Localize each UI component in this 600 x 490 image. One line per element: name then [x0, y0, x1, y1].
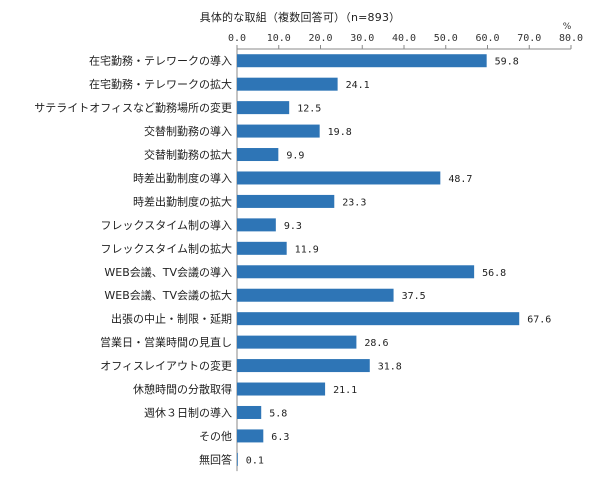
x-tick-label: 10.0	[267, 33, 291, 44]
x-unit-label: %	[563, 22, 572, 32]
bar	[237, 171, 441, 185]
bar	[237, 148, 279, 162]
data-label: 21.1	[333, 385, 357, 396]
data-label: 48.7	[448, 174, 472, 185]
category-label: 交替制勤務の拡大	[144, 148, 232, 162]
bar	[237, 265, 475, 279]
category-label: 休憩時間の分散取得	[133, 382, 232, 396]
chart-title: 具体的な取組（複数回答可）（n=893）	[199, 11, 401, 24]
category-label: 在宅勤務・テレワークの導入	[89, 54, 232, 68]
category-label: 時差出勤制度の拡大	[133, 194, 232, 208]
bar	[237, 194, 335, 208]
bar	[237, 124, 320, 138]
bar	[237, 77, 338, 91]
data-label: 23.3	[342, 197, 366, 208]
bar	[237, 288, 394, 302]
category-label: 営業日・営業時間の見直し	[100, 335, 232, 349]
category-label: 在宅勤務・テレワークの拡大	[89, 77, 232, 91]
x-tick-label: 50.0	[434, 33, 458, 44]
data-label: 6.3	[271, 432, 289, 443]
category-label: フレックスタイム制の拡大	[101, 241, 232, 255]
bar	[237, 382, 326, 396]
x-tick-label: 0.0	[228, 33, 246, 44]
data-label: 9.9	[286, 151, 304, 162]
category-label: 出張の中止・制限・延期	[111, 312, 232, 326]
bar	[237, 218, 276, 232]
x-tick-label: 80.0	[559, 33, 583, 44]
bar	[237, 54, 487, 68]
bar	[237, 335, 357, 349]
data-label: 56.8	[482, 268, 506, 279]
data-label: 31.8	[378, 362, 402, 373]
data-label: 19.8	[328, 127, 352, 138]
data-label: 28.6	[364, 338, 388, 349]
data-label: 37.5	[402, 291, 426, 302]
x-tick-label: 30.0	[350, 33, 374, 44]
data-label: 11.9	[295, 244, 319, 255]
data-label: 24.1	[346, 80, 370, 91]
category-label: WEB会議、TV会議の導入	[104, 265, 232, 279]
category-label: 交替制勤務の導入	[144, 124, 232, 138]
category-label: その他	[199, 430, 232, 443]
x-tick-label: 40.0	[392, 33, 416, 44]
bar	[237, 312, 520, 326]
data-label: 5.8	[269, 408, 287, 419]
data-label: 67.6	[527, 315, 551, 326]
category-label: サテライトオフィスなど勤務場所の変更	[34, 101, 232, 115]
category-label: オフィスレイアウトの変更	[100, 359, 232, 373]
bar	[237, 429, 264, 443]
category-label: 無回答	[199, 452, 232, 466]
data-label: 0.1	[246, 455, 264, 466]
x-tick-label: 70.0	[517, 33, 541, 44]
category-label: フレックスタイム制の導入	[101, 218, 232, 232]
bar	[237, 452, 238, 466]
bar	[237, 405, 262, 419]
x-tick-label: 60.0	[475, 33, 499, 44]
category-label: 週休３日制の導入	[144, 405, 232, 419]
x-tick-label: 20.0	[308, 33, 332, 44]
data-label: 59.8	[495, 57, 519, 68]
bar	[237, 359, 370, 373]
bar	[237, 241, 287, 255]
category-label: WEB会議、TV会議の拡大	[104, 288, 232, 302]
category-label: 時差出勤制度の導入	[133, 171, 232, 185]
data-label: 9.3	[284, 221, 302, 232]
data-label: 12.5	[297, 104, 321, 115]
bar	[237, 101, 290, 115]
